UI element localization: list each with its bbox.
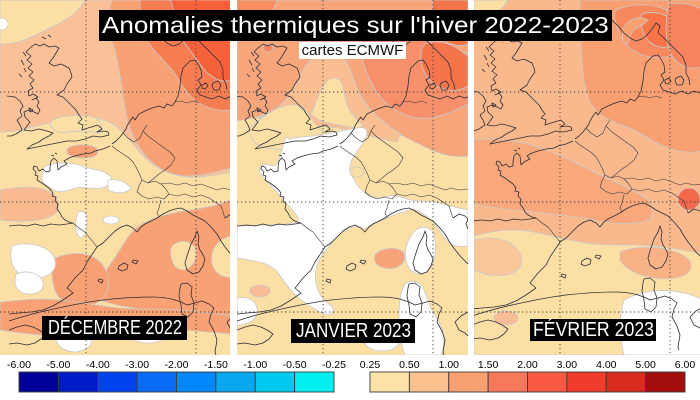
svg-text:-2.00: -2.00 xyxy=(165,359,189,371)
svg-text:-0.50: -0.50 xyxy=(283,359,307,371)
svg-text:2.00: 2.00 xyxy=(517,359,538,371)
svg-text:5.00: 5.00 xyxy=(635,359,656,371)
svg-text:0.50: 0.50 xyxy=(399,359,420,371)
svg-text:6.00: 6.00 xyxy=(675,359,696,371)
svg-text:1.50: 1.50 xyxy=(478,359,499,371)
svg-text:0.25: 0.25 xyxy=(360,359,381,371)
svg-text:-1.00: -1.00 xyxy=(243,359,267,371)
svg-text:3.00: 3.00 xyxy=(557,359,578,371)
svg-text:-6.00: -6.00 xyxy=(7,359,31,371)
svg-text:-4.00: -4.00 xyxy=(86,359,110,371)
svg-text:-3.00: -3.00 xyxy=(125,359,149,371)
svg-text:-0.25: -0.25 xyxy=(322,359,346,371)
svg-text:-5.00: -5.00 xyxy=(46,359,70,371)
svg-text:1.00: 1.00 xyxy=(439,359,460,371)
svg-text:4.00: 4.00 xyxy=(596,359,617,371)
svg-text:-1.50: -1.50 xyxy=(204,359,228,371)
